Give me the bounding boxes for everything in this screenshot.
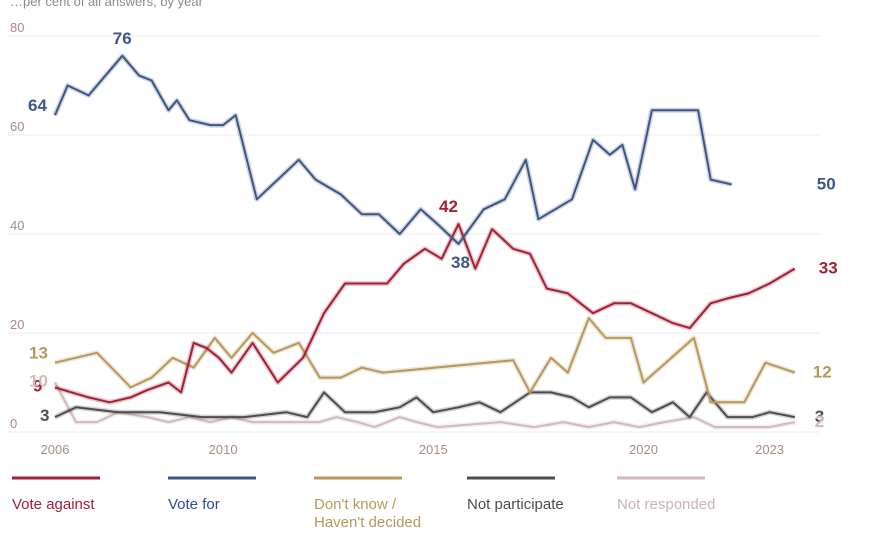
start-value-label: 3: [40, 406, 49, 425]
y-tick-label: 0: [10, 416, 17, 431]
end-value-label: 3: [815, 407, 824, 426]
x-tick-label: 2010: [209, 442, 238, 457]
legend-label: Vote against: [12, 496, 95, 513]
series-line: [54, 391, 795, 419]
legend-label: Vote for: [168, 496, 220, 513]
start-value-label: 64: [28, 96, 47, 115]
legend-label: Don't know /: [314, 496, 397, 513]
x-tick-label: 2006: [41, 442, 70, 457]
y-tick-label: 40: [10, 218, 24, 233]
start-value-label: 9: [33, 376, 42, 395]
y-axis-ticks: 0 20 40 60 80: [10, 20, 24, 431]
series-layer: [52, 53, 797, 430]
y-tick-label: 20: [10, 317, 24, 332]
x-tick-label: 2023: [755, 442, 784, 457]
grid-lines: [8, 35, 820, 433]
series-halo: [54, 221, 797, 405]
series-line: [54, 382, 795, 429]
legend-label: Not responded: [617, 496, 715, 513]
chart-subtitle: …per cent of all answers, by year: [10, 0, 204, 9]
start-value-label: 13: [29, 344, 48, 363]
x-tick-label: 2020: [629, 442, 658, 457]
legend-label: Haven't decided: [314, 514, 421, 531]
x-axis-ticks: 2006 2010 2015 2020 2023: [41, 442, 784, 457]
legend-label: Not participate: [467, 496, 564, 513]
end-value-label: 50: [817, 175, 836, 194]
end-value-label: 2: [815, 412, 824, 431]
end-value-label: 12: [813, 363, 832, 382]
series-halo: [52, 53, 733, 247]
x-tick-label: 2015: [419, 442, 448, 457]
annotation-value-label: 38: [451, 253, 470, 272]
y-tick-label: 80: [10, 20, 24, 35]
series-halo: [54, 315, 796, 405]
start-value-label: 10: [29, 372, 48, 391]
legend: Vote against Vote for Don't know /Haven't …: [12, 476, 715, 531]
series-line: [54, 54, 732, 245]
series-line: [54, 223, 796, 404]
series-line: [54, 317, 796, 404]
end-value-label: 33: [819, 259, 838, 278]
annotation-value-label: 76: [113, 29, 132, 48]
peak-value-label: 42: [439, 197, 458, 216]
y-tick-label: 60: [10, 119, 24, 134]
